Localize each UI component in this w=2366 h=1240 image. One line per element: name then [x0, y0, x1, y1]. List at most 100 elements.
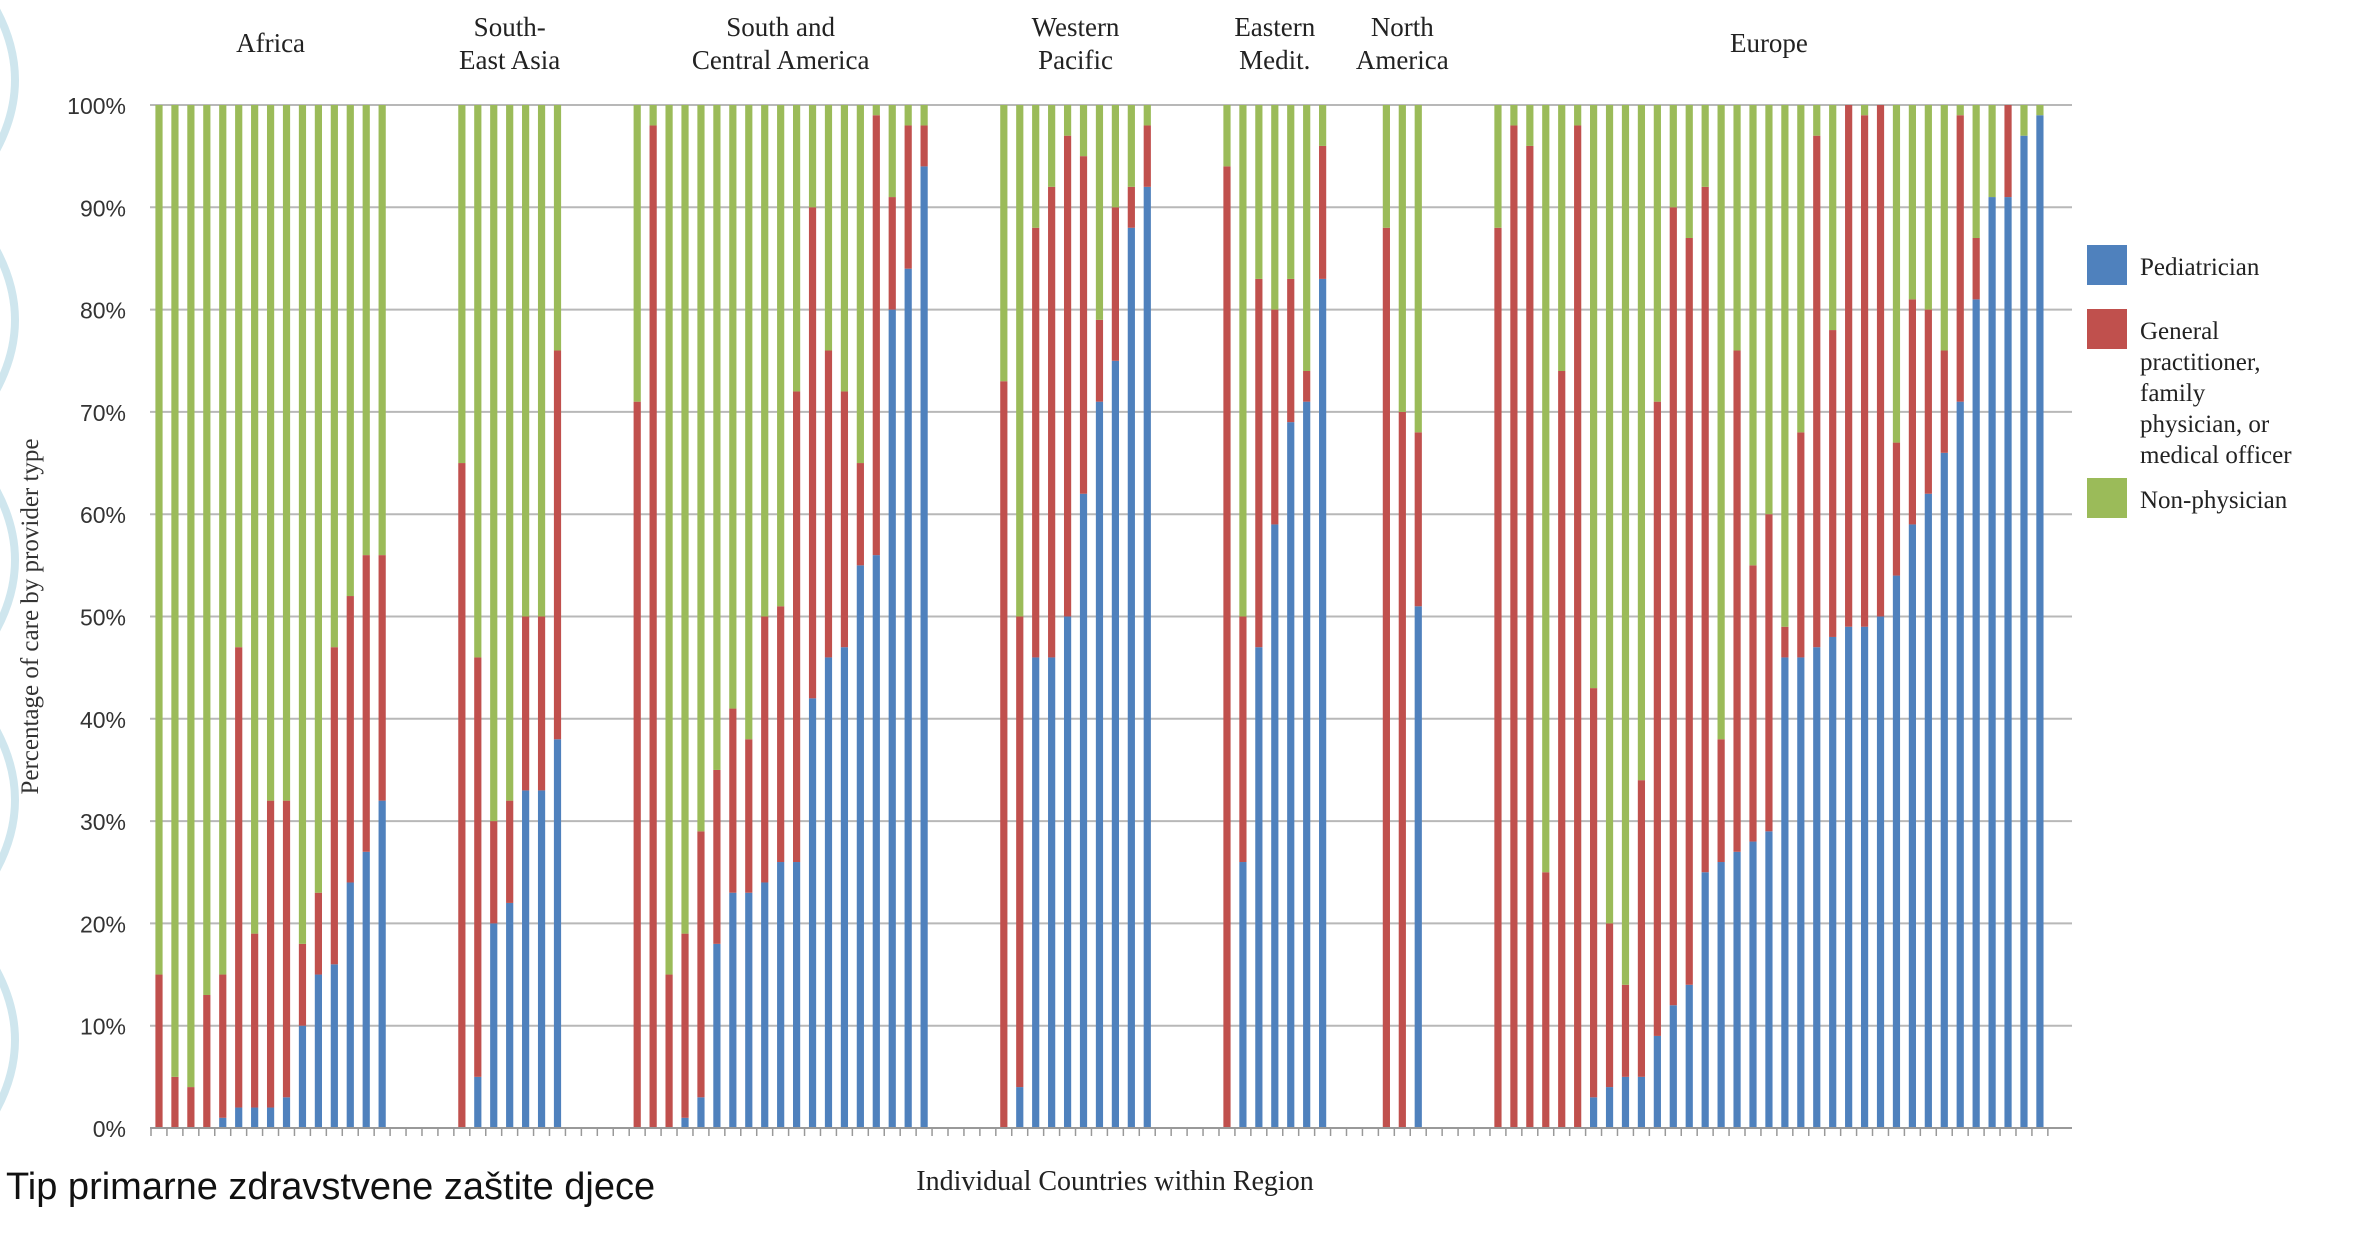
bar-general-practitioner — [1079, 156, 1088, 494]
bar-pediatrician — [1414, 606, 1422, 1128]
bar-non-physician — [745, 105, 753, 740]
bar-pediatrician — [920, 166, 928, 1128]
bar-pediatrician — [697, 1097, 705, 1128]
bar-pediatrician — [1621, 1076, 1630, 1128]
bar-general-practitioner — [1908, 299, 1916, 525]
bar-general-practitioner — [920, 125, 928, 167]
legend-label: medical officer — [2140, 442, 2292, 469]
bar-pediatrician — [1860, 626, 1869, 1128]
bar-general-practitioner — [298, 943, 307, 1026]
bar-pediatrician — [1940, 452, 1948, 1128]
bar-non-physician — [633, 105, 641, 402]
bar-non-physician — [1000, 105, 1008, 382]
y-tick-label: 70% — [80, 400, 126, 426]
bar-general-practitioner — [1143, 125, 1151, 187]
bar-non-physician — [793, 105, 801, 392]
bar-pediatrician — [1813, 647, 1821, 1128]
bar-pediatrician — [1797, 657, 1805, 1128]
region-label: Africa — [236, 28, 305, 58]
bar-non-physician — [1271, 105, 1279, 310]
bar-non-physician — [458, 105, 466, 464]
bar-general-practitioner — [1095, 319, 1104, 402]
bar-general-practitioner — [1940, 350, 1948, 453]
bar-pediatrician — [1876, 616, 1885, 1128]
bar-non-physician — [729, 105, 737, 709]
bar-non-physician — [1892, 105, 1901, 443]
bar-general-practitioner — [888, 197, 896, 310]
bar-non-physician — [298, 105, 307, 944]
bar-general-practitioner — [203, 995, 211, 1128]
bar-pediatrician — [1829, 636, 1837, 1128]
bar-pediatrician — [1845, 626, 1853, 1128]
bar-non-physician — [808, 105, 817, 208]
y-tick-label: 40% — [80, 707, 126, 733]
bar-pediatrician — [1685, 984, 1693, 1128]
bar-non-physician — [1382, 105, 1390, 228]
bar-general-practitioner — [1972, 237, 1980, 300]
bar-non-physician — [1940, 105, 1948, 351]
bar-non-physician — [474, 105, 482, 658]
bar-non-physician — [1048, 105, 1056, 187]
bar-general-practitioner — [1287, 278, 1295, 423]
legend: Pediatrician General practitioner, family ph… — [2087, 245, 2292, 518]
bar-non-physician — [1956, 105, 1964, 116]
bar-pediatrician — [1749, 841, 1757, 1128]
bar-pediatrician — [1032, 657, 1040, 1128]
bar-pediatrician — [1637, 1076, 1646, 1128]
slide-caption: Tip primarne zdravstvene zaštite djece — [6, 1166, 656, 1208]
bar-general-practitioner — [1653, 401, 1661, 1036]
bar-non-physician — [1287, 105, 1295, 279]
bar-general-practitioner — [824, 350, 833, 658]
bar-general-practitioner — [187, 1087, 195, 1128]
y-tick-label: 0% — [93, 1116, 126, 1142]
bar-general-practitioner — [904, 125, 912, 269]
bar-pediatrician — [2036, 115, 2044, 1129]
bar-pediatrician — [745, 892, 753, 1128]
bar-general-practitioner — [474, 657, 482, 1077]
legend-label: General — [2140, 318, 2219, 345]
bar-general-practitioner — [697, 831, 705, 1098]
bar-general-practitioner — [346, 596, 354, 883]
bar-general-practitioner — [1701, 186, 1709, 873]
y-tick-label: 80% — [80, 298, 126, 324]
bar-pediatrician — [1908, 524, 1916, 1128]
bar-general-practitioner — [1733, 350, 1741, 852]
bar-pediatrician — [1972, 299, 1980, 1128]
bar-non-physician — [713, 105, 721, 770]
bar-pediatrician — [537, 790, 546, 1128]
bar-non-physician — [1319, 105, 1327, 146]
bar-pediatrician — [1127, 227, 1135, 1128]
bar-pediatrician — [808, 698, 817, 1128]
region-label: Eastern — [1234, 12, 1315, 42]
bar-non-physician — [904, 105, 912, 126]
bar-general-practitioner — [1685, 237, 1693, 985]
bar-general-practitioner — [1542, 872, 1550, 1128]
region-label: North — [1371, 12, 1434, 42]
region-label: East Asia — [459, 45, 560, 75]
legend-label: practitioner, — [2140, 349, 2260, 376]
bar-non-physician — [1749, 105, 1757, 566]
bar-pediatrician — [729, 892, 737, 1128]
bar-non-physician — [1765, 105, 1773, 515]
region-label: Europe — [1730, 28, 1808, 58]
bar-non-physician — [553, 105, 562, 351]
bar-non-physician — [1095, 105, 1104, 320]
bar-non-physician — [1255, 105, 1263, 279]
bar-general-practitioner — [219, 974, 227, 1118]
bar-non-physician — [1414, 105, 1422, 433]
bar-non-physician — [1972, 105, 1980, 238]
bar-general-practitioner — [1621, 984, 1630, 1077]
stacked-bar-chart: 0% 10% 20% 30% 40% 50% 60% 70% 80% 90% 100% Africa S… — [17, 12, 2292, 1197]
bar-non-physician — [697, 105, 705, 832]
bar-non-physician — [681, 105, 689, 934]
bar-non-physician — [665, 105, 673, 975]
bar-non-physician — [1829, 105, 1837, 331]
bar-general-practitioner — [282, 800, 291, 1098]
legend-swatch — [2087, 478, 2127, 518]
legend-label: Non-physician — [2140, 487, 2288, 514]
bar-non-physician — [824, 105, 833, 351]
bar-non-physician — [1143, 105, 1151, 126]
bar-general-practitioner — [1063, 135, 1072, 617]
bar-pediatrician — [490, 923, 498, 1128]
bar-general-practitioner — [1414, 432, 1422, 607]
